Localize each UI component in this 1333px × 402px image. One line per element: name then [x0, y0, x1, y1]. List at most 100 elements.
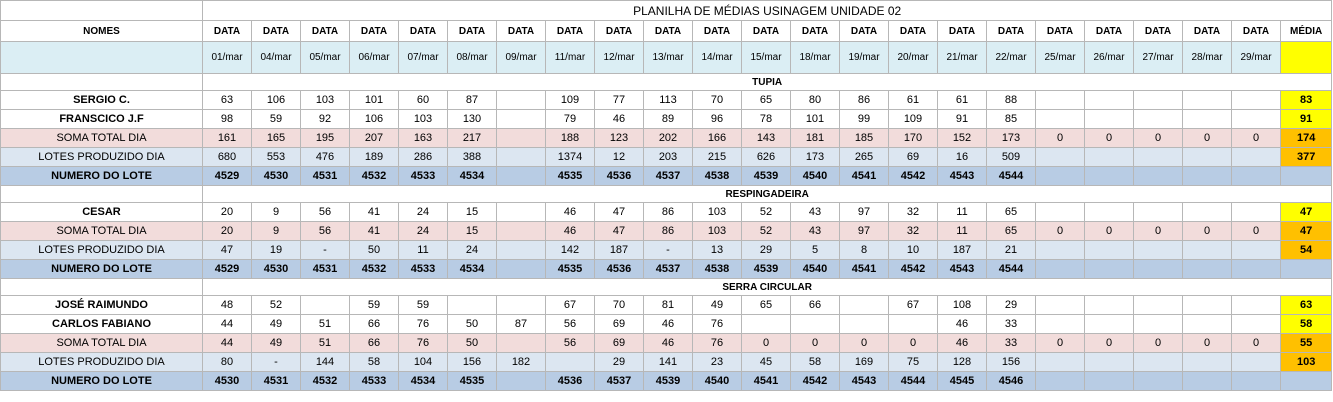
value-cell[interactable] — [1035, 109, 1085, 129]
value-cell[interactable]: 97 — [839, 221, 889, 241]
value-cell[interactable]: 0 — [790, 333, 840, 353]
value-cell[interactable]: 33 — [986, 314, 1036, 334]
value-cell[interactable]: 47 — [594, 221, 644, 241]
value-cell[interactable]: 70 — [692, 90, 742, 110]
value-cell[interactable]: 43 — [790, 221, 840, 241]
value-cell[interactable]: 69 — [594, 314, 644, 334]
data-header[interactable]: DATA — [1182, 20, 1232, 42]
value-cell[interactable]: 76 — [398, 314, 448, 334]
data-header[interactable]: DATA — [1035, 20, 1085, 42]
value-cell[interactable] — [1182, 166, 1232, 186]
blank-cell[interactable] — [0, 41, 203, 74]
value-cell[interactable]: 152 — [937, 128, 987, 148]
value-cell[interactable]: 79 — [545, 109, 595, 129]
value-cell[interactable]: 65 — [741, 90, 791, 110]
value-cell[interactable] — [1133, 259, 1183, 279]
value-cell[interactable] — [496, 371, 546, 391]
value-cell[interactable]: 86 — [643, 202, 693, 222]
value-cell[interactable]: 4534 — [447, 166, 497, 186]
data-header[interactable]: DATA — [496, 20, 546, 42]
value-cell[interactable] — [1231, 240, 1281, 260]
numero-label[interactable]: NUMERO DO LOTE — [0, 371, 203, 391]
value-cell[interactable]: 91 — [937, 109, 987, 129]
value-cell[interactable]: 101 — [349, 90, 399, 110]
value-cell[interactable]: 76 — [692, 333, 742, 353]
value-cell[interactable]: 49 — [251, 333, 301, 353]
value-cell[interactable]: 103 — [692, 202, 742, 222]
value-cell[interactable]: 215 — [692, 147, 742, 167]
value-cell[interactable]: 52 — [741, 221, 791, 241]
value-cell[interactable]: 20 — [202, 221, 252, 241]
value-cell[interactable]: 4541 — [741, 371, 791, 391]
value-cell[interactable] — [1231, 295, 1281, 315]
value-cell[interactable]: 173 — [986, 128, 1036, 148]
value-cell[interactable]: 141 — [643, 352, 693, 372]
value-cell[interactable]: 4534 — [398, 371, 448, 391]
value-cell[interactable]: 0 — [741, 333, 791, 353]
value-cell[interactable]: 1374 — [545, 147, 595, 167]
value-cell[interactable]: 48 — [202, 295, 252, 315]
value-cell[interactable]: - — [300, 240, 350, 260]
value-cell[interactable]: 11 — [937, 202, 987, 222]
value-cell[interactable]: 63 — [202, 90, 252, 110]
lotes-label[interactable]: LOTES PRODUZIDO DIA — [0, 352, 203, 372]
data-header[interactable]: DATA — [251, 20, 301, 42]
value-cell[interactable] — [888, 314, 938, 334]
media-cell[interactable]: 55 — [1279, 333, 1333, 353]
value-cell[interactable]: 103 — [398, 109, 448, 129]
value-cell[interactable]: 66 — [349, 333, 399, 353]
value-cell[interactable]: 170 — [888, 128, 938, 148]
date-cell[interactable]: 06/mar — [349, 41, 399, 74]
value-cell[interactable]: 43 — [790, 202, 840, 222]
value-cell[interactable]: 4543 — [839, 371, 889, 391]
date-cell[interactable]: 19/mar — [839, 41, 889, 74]
value-cell[interactable]: 4538 — [692, 166, 742, 186]
value-cell[interactable]: 189 — [349, 147, 399, 167]
value-cell[interactable]: 85 — [986, 109, 1036, 129]
data-header[interactable]: DATA — [643, 20, 693, 42]
value-cell[interactable]: 4531 — [300, 166, 350, 186]
value-cell[interactable] — [496, 295, 546, 315]
value-cell[interactable] — [839, 295, 889, 315]
value-cell[interactable]: 0 — [1084, 221, 1134, 241]
value-cell[interactable]: 88 — [986, 90, 1036, 110]
value-cell[interactable]: 80 — [790, 90, 840, 110]
value-cell[interactable]: 20 — [202, 202, 252, 222]
media-blank-cell[interactable] — [1279, 41, 1333, 74]
data-header[interactable]: DATA — [398, 20, 448, 42]
value-cell[interactable]: 143 — [741, 128, 791, 148]
value-cell[interactable] — [1182, 295, 1232, 315]
value-cell[interactable]: 44 — [202, 333, 252, 353]
value-cell[interactable]: 76 — [692, 314, 742, 334]
value-cell[interactable]: 166 — [692, 128, 742, 148]
value-cell[interactable] — [1182, 259, 1232, 279]
value-cell[interactable]: 46 — [545, 202, 595, 222]
date-cell[interactable]: 22/mar — [986, 41, 1036, 74]
value-cell[interactable]: 4545 — [937, 371, 987, 391]
value-cell[interactable]: 47 — [594, 202, 644, 222]
date-cell[interactable]: 11/mar — [545, 41, 595, 74]
value-cell[interactable]: 4542 — [888, 166, 938, 186]
value-cell[interactable]: 553 — [251, 147, 301, 167]
value-cell[interactable]: 4543 — [937, 166, 987, 186]
value-cell[interactable]: 41 — [349, 202, 399, 222]
value-cell[interactable] — [1133, 295, 1183, 315]
value-cell[interactable]: 4542 — [790, 371, 840, 391]
employee-name[interactable]: CARLOS FABIANO — [0, 314, 203, 334]
media-cell[interactable]: 91 — [1279, 109, 1333, 129]
value-cell[interactable] — [1182, 314, 1232, 334]
lotes-label[interactable]: LOTES PRODUZIDO DIA — [0, 147, 203, 167]
value-cell[interactable]: 56 — [545, 333, 595, 353]
value-cell[interactable] — [496, 166, 546, 186]
value-cell[interactable] — [1133, 109, 1183, 129]
media-cell[interactable] — [1279, 259, 1333, 279]
value-cell[interactable] — [1084, 259, 1134, 279]
value-cell[interactable]: 13 — [692, 240, 742, 260]
value-cell[interactable]: 4537 — [643, 259, 693, 279]
media-cell[interactable]: 63 — [1279, 295, 1333, 315]
value-cell[interactable]: 4530 — [202, 371, 252, 391]
value-cell[interactable]: 24 — [447, 240, 497, 260]
value-cell[interactable] — [1133, 352, 1183, 372]
value-cell[interactable]: 4537 — [643, 166, 693, 186]
value-cell[interactable]: 69 — [594, 333, 644, 353]
